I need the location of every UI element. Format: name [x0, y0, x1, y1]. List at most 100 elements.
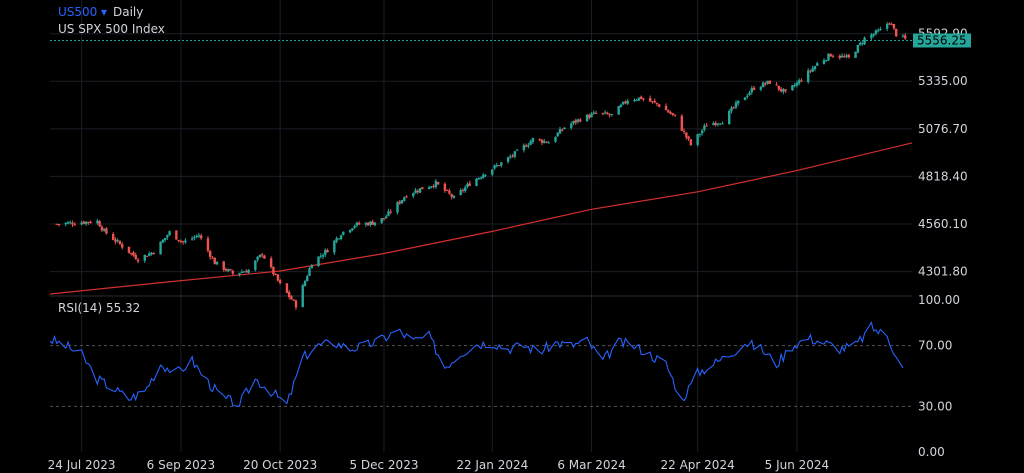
candle: [570, 121, 573, 130]
candle-body: [321, 255, 325, 257]
candle-body: [308, 268, 311, 276]
candle-body: [752, 87, 756, 90]
candle-body: [601, 113, 605, 115]
candle: [626, 98, 629, 106]
symbol-label[interactable]: US500: [58, 5, 97, 19]
candle: [538, 138, 541, 142]
candle-body: [405, 196, 408, 198]
candle-body: [84, 221, 88, 225]
candle: [195, 234, 198, 239]
candle-body: [227, 269, 230, 272]
candle: [784, 89, 787, 93]
candle: [825, 59, 828, 62]
candle-body: [617, 106, 620, 115]
candle: [87, 221, 90, 225]
rsi-tick: 100.00: [918, 293, 960, 307]
candle-body: [238, 273, 241, 275]
candle: [610, 114, 614, 117]
candle-body: [57, 224, 61, 226]
candle-body: [256, 257, 259, 260]
candle-body: [746, 95, 749, 97]
candle: [879, 26, 882, 31]
candle: [326, 248, 329, 253]
candle-body: [874, 30, 878, 34]
last-price-badge: [913, 33, 971, 48]
candle: [436, 181, 440, 186]
candle: [782, 87, 785, 95]
candle-body: [497, 165, 501, 167]
candle: [274, 273, 277, 276]
candle: [888, 22, 891, 26]
candle: [193, 235, 196, 241]
candle-body: [163, 237, 167, 241]
candle: [301, 283, 304, 308]
candle: [696, 133, 699, 147]
candle: [579, 118, 582, 123]
candle: [777, 85, 781, 92]
candle: [572, 120, 575, 126]
candle-body: [854, 51, 857, 58]
candle: [655, 102, 659, 107]
candle-body: [574, 120, 577, 123]
candle-body: [396, 202, 399, 213]
candle-body: [764, 83, 767, 85]
candle: [545, 141, 548, 144]
candle-body: [448, 190, 451, 194]
candle: [619, 103, 623, 108]
interval-label[interactable]: Daily: [113, 5, 143, 19]
candle-body: [743, 97, 747, 101]
candle-body: [664, 105, 668, 111]
candle: [421, 187, 424, 190]
candle: [680, 114, 684, 132]
candle-body: [737, 100, 740, 104]
candle-body: [436, 182, 440, 185]
candle-body: [527, 144, 530, 147]
candle-body: [563, 127, 566, 130]
candle: [276, 274, 280, 282]
candle-body: [777, 85, 781, 90]
candle: [118, 240, 122, 245]
candle-body: [459, 190, 462, 195]
candle: [816, 61, 819, 66]
candle-body: [892, 23, 896, 29]
candle: [132, 250, 135, 257]
candle-body: [558, 129, 562, 134]
candle: [527, 142, 530, 149]
candle-body: [782, 89, 785, 92]
candle: [827, 53, 830, 61]
candle-body: [522, 145, 526, 151]
candle-body: [258, 254, 262, 258]
candle: [766, 80, 769, 85]
symbol-dropdown-icon[interactable]: ▾: [101, 5, 107, 19]
candle: [872, 32, 875, 38]
candle-body: [215, 261, 219, 265]
candle: [664, 103, 668, 111]
candle: [617, 105, 620, 115]
candle-body: [240, 271, 244, 273]
candle-body: [414, 190, 417, 194]
candle: [448, 188, 451, 195]
candle-body: [685, 132, 688, 138]
candle: [640, 95, 643, 100]
candle-body: [380, 218, 383, 223]
candle: [874, 29, 878, 36]
candle: [592, 110, 596, 115]
candle: [635, 98, 638, 102]
candle-body: [398, 201, 401, 204]
candle: [310, 264, 313, 269]
candle: [184, 238, 187, 245]
candle-body: [606, 112, 609, 115]
candle: [761, 81, 765, 88]
candle-body: [168, 231, 171, 236]
candle: [497, 165, 501, 167]
candle: [904, 32, 907, 40]
candle-body: [319, 255, 322, 257]
candle: [653, 98, 656, 104]
candle: [540, 138, 544, 146]
candle-body: [816, 63, 819, 66]
candle: [464, 185, 467, 193]
candle: [337, 238, 341, 240]
moving-average-line: [49, 142, 913, 295]
